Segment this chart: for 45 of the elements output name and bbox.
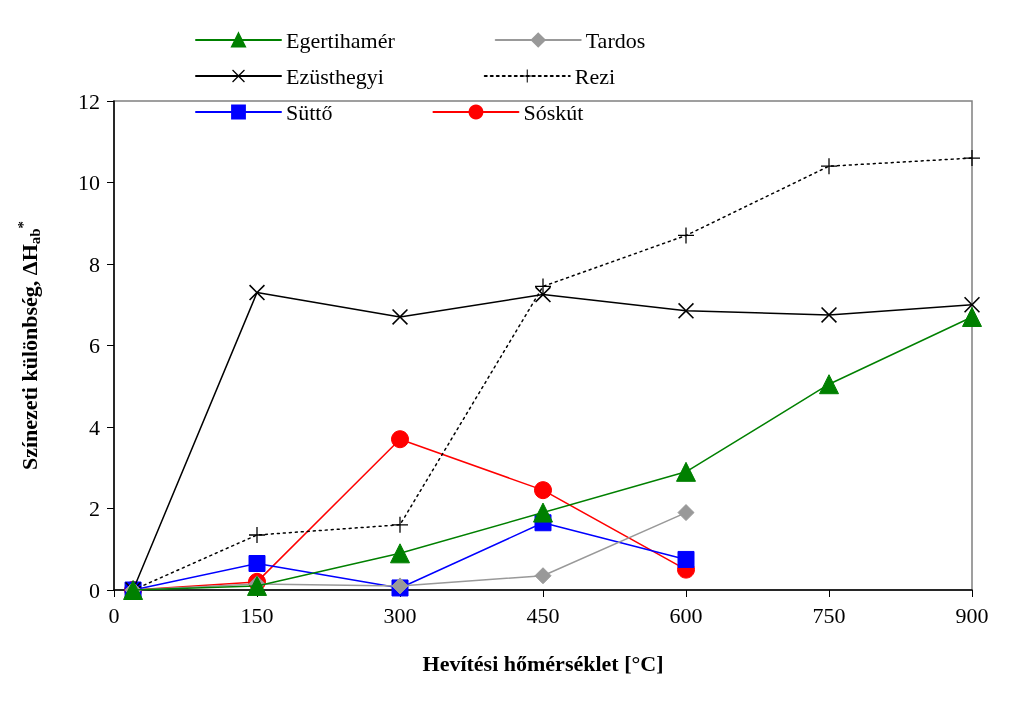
x-tick-label: 750: [812, 602, 846, 628]
y-tick-label: 10: [78, 170, 100, 195]
point: [390, 543, 410, 564]
y-tick-label: 0: [89, 577, 100, 603]
point: [392, 308, 408, 325]
point: [535, 286, 551, 303]
point: [964, 296, 980, 313]
y-tick-label: 8: [89, 251, 100, 277]
point: [534, 481, 552, 500]
x-tick-label: 600: [669, 602, 703, 628]
legend-label: Tardos: [585, 27, 646, 53]
legend-label: Rezi: [574, 63, 616, 89]
legend-label: Ezüsthegyi: [286, 63, 384, 89]
x-tick-label: 300: [383, 602, 417, 628]
point: [962, 306, 982, 327]
point: [535, 278, 551, 295]
x-tick-label: 900: [955, 602, 989, 628]
point: [249, 526, 265, 543]
point: [677, 550, 695, 568]
legend-label: Süttő: [286, 99, 333, 125]
point: [821, 306, 837, 323]
point: [678, 302, 694, 319]
y-tick-label: 2: [89, 496, 100, 521]
x-tick-label: 150: [240, 602, 274, 628]
point: [534, 567, 552, 585]
point: [392, 516, 408, 533]
x-axis-title: Hevítési hőmérséklet [°C]: [422, 650, 664, 676]
legend-label: Egertihamér: [286, 27, 396, 53]
point: [391, 430, 409, 449]
point: [678, 227, 694, 244]
point: [819, 374, 839, 395]
point: [533, 502, 553, 523]
point: [677, 504, 695, 522]
y-tick-label: 6: [89, 333, 100, 358]
point: [249, 284, 265, 301]
point: [248, 555, 266, 573]
legend-label: Sóskút: [523, 99, 584, 125]
y-tick-label: 4: [89, 414, 100, 440]
y-axis-title: Színezeti különbség, ΔHab*: [14, 220, 43, 471]
point: [964, 150, 980, 167]
point: [676, 461, 696, 482]
x-tick-label: 450: [526, 602, 560, 628]
point: [821, 158, 837, 175]
x-tick-label: 0: [108, 602, 120, 628]
y-tick-label: 12: [78, 88, 100, 114]
